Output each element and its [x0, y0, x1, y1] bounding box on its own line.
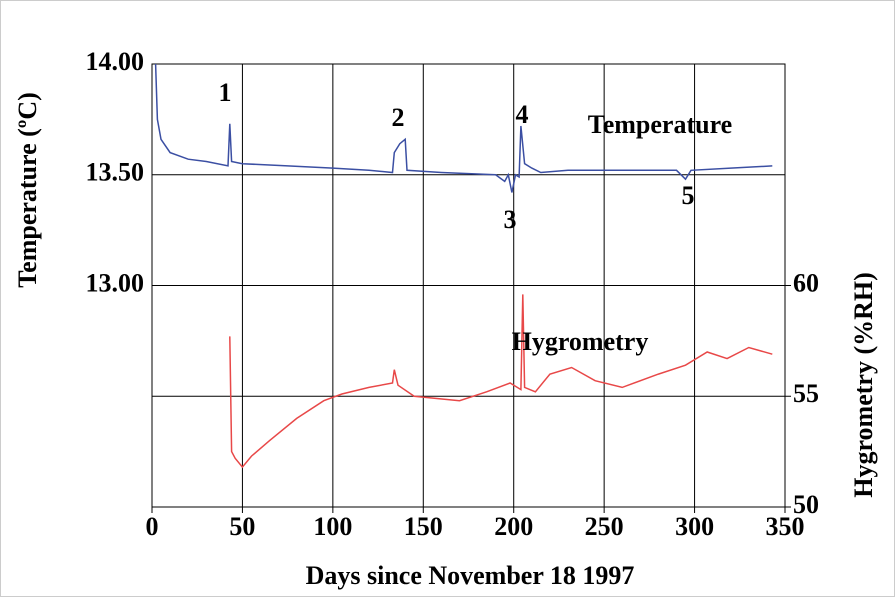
y-axis-label: Temperature (ºC): [13, 92, 42, 288]
plot-area: [151, 63, 786, 508]
y2-tick-label: 60: [793, 268, 819, 297]
x-tick-label: 150: [404, 512, 443, 541]
annotation: 3: [504, 205, 517, 234]
y2-axis-label: Hygrometry (%RH): [849, 272, 878, 498]
x-tick-label: 50: [229, 512, 255, 541]
x-tick-label: 200: [494, 512, 533, 541]
annotation: 1: [219, 78, 232, 107]
x-axis-label: Days since November 18 1997: [306, 561, 635, 590]
x-tick-label: 0: [146, 512, 159, 541]
annotation: 2: [392, 103, 405, 132]
y2-tick-label: 50: [793, 490, 819, 519]
x-tick-label: 250: [585, 512, 624, 541]
annotation: 5: [682, 181, 695, 210]
y-tick-label: 14.00: [86, 47, 145, 76]
series-line: [154, 63, 773, 193]
series-line: [229, 294, 773, 469]
series-label: Hygrometry: [512, 327, 649, 356]
y-tick-label: 13.00: [86, 268, 145, 297]
x-tick-label: 300: [675, 512, 714, 541]
series-label: Temperature: [588, 110, 732, 139]
x-tick-label: 100: [313, 512, 352, 541]
y-tick-label: 13.50: [86, 158, 145, 187]
annotation: 4: [516, 100, 529, 129]
y2-tick-label: 55: [793, 379, 819, 408]
x-tick-label: 350: [766, 512, 805, 541]
